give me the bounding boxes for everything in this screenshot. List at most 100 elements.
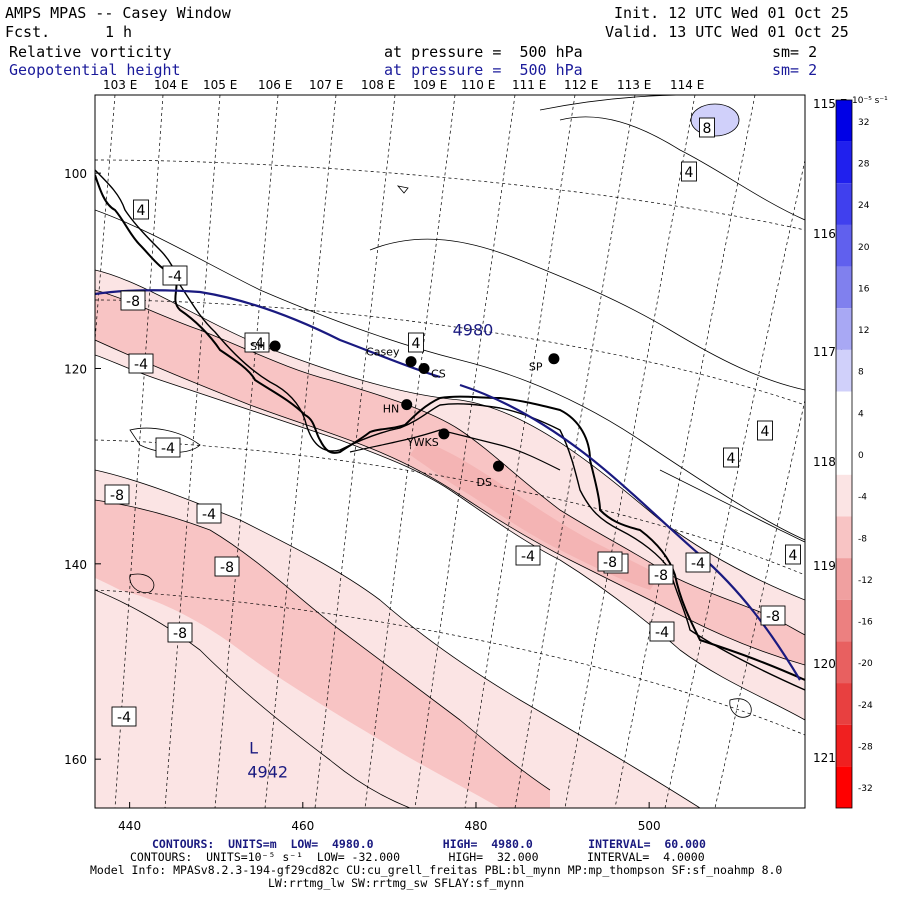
x-tick-label: 440 [118, 819, 141, 833]
valid-time: Valid. 13 UTC Wed 01 Oct 25 [605, 23, 849, 41]
colorbar-level-label: -32 [858, 784, 873, 794]
colorbar-swatch [836, 474, 852, 517]
contours-height-info: CONTOURS: UNITS=m LOW= 4980.0 HIGH= 4980… [152, 837, 706, 851]
colorbar-level-label: -8 [858, 534, 867, 544]
colorbar-level-label: 20 [858, 243, 870, 253]
colorbar-swatch [836, 558, 852, 600]
vorticity-label: -8 [603, 555, 617, 571]
colorbar-level-label: -16 [858, 618, 873, 628]
vorticity-label-box [155, 437, 181, 458]
colorbar-swatch [836, 349, 852, 392]
colorbar-level-label: -20 [858, 659, 873, 669]
vorticity-label-box [133, 199, 149, 220]
field1-name: Relative vorticity [9, 43, 172, 61]
colorbar-level-label: -28 [858, 743, 873, 753]
station-dot [492, 460, 504, 472]
station-label: DS [476, 476, 491, 489]
vorticity-label-box [681, 161, 697, 182]
vorticity-label-box [757, 420, 773, 441]
colorbar-swatch [836, 766, 852, 808]
vorticity-label: -8 [220, 560, 234, 576]
map-content: 844-4-8-4-44-444-4-8-4-8-4-8-4-8-44-8-4-… [95, 95, 805, 808]
vorticity-label: -4 [521, 549, 535, 565]
top-lon-label: 112 E [564, 78, 598, 92]
station-label: Casey [366, 346, 400, 359]
vorticity-label-box [699, 117, 715, 138]
top-lon-label: 107 E [309, 78, 343, 92]
y-tick-label: 140 [64, 558, 87, 572]
station-label: HN [383, 403, 400, 416]
top-lon-label: 114 E [670, 78, 704, 92]
field2-name: Geopotential height [9, 61, 181, 79]
vorticity-label-box [408, 332, 424, 353]
top-lon-label: 111 E [512, 78, 546, 92]
colorbar-level-label: 8 [858, 368, 864, 378]
vorticity-label-box [760, 605, 786, 626]
vorticity-label: 4 [685, 165, 694, 181]
colorbar-level-label: -4 [858, 493, 867, 503]
top-lon-label: 108 E [361, 78, 395, 92]
model-info: Model Info: MPASv8.2.3-194-gf29cd82c CU:… [90, 863, 783, 877]
colorbar-swatch [836, 391, 852, 434]
vorticity-label: -4 [168, 269, 182, 285]
top-lon-label: 106 E [258, 78, 292, 92]
height-label: 4980 [453, 320, 494, 339]
vorticity-label: 4 [412, 336, 421, 352]
colorbar: 32 28 24 20 16 12 8 4 0 -4 -8 -12 -16 -20 -24 -28 -32 [835, 99, 873, 809]
vorticity-label: -4 [117, 710, 131, 726]
station-label: SP [529, 361, 543, 374]
station-label: YWKS [406, 436, 439, 449]
colorbar-swatch [836, 141, 852, 184]
y-tick-label: 120 [64, 362, 87, 376]
vorticity-label-box [196, 503, 222, 524]
vorticity-label-box [162, 265, 188, 286]
init-time: Init. 12 UTC Wed 01 Oct 25 [614, 4, 849, 22]
vorticity-label: -4 [202, 507, 216, 523]
fcst-label: Fcst. [5, 23, 51, 41]
x-tick-label: 500 [638, 819, 661, 833]
vorticity-label-box [685, 552, 711, 573]
height-labels: 4980 L 4942 [247, 320, 493, 781]
vorticity-label: -4 [161, 441, 175, 457]
vorticity-label-box [515, 545, 541, 566]
colorbar-swatch [836, 683, 852, 725]
ice-shelf-edge [349, 429, 561, 471]
colorbar-frame [835, 99, 853, 809]
vorticity-label: -8 [110, 488, 124, 504]
vorticity-label-box [120, 290, 146, 311]
vorticity-labels: 844-4-8-4-44-444-4-8-4-8-4-8-4-8-44-8-4-… [104, 117, 801, 727]
colorbar-level-label: 32 [858, 118, 869, 128]
vorticity-label: 4 [789, 548, 798, 564]
y-tick-label: 100 [64, 167, 87, 181]
plot-frame [94, 94, 806, 809]
top-lon-label: 103 E [103, 78, 137, 92]
contours-vorticity-info: CONTOURS: UNITS=10⁻⁵ s⁻¹ LOW= -32.000 HI… [130, 850, 705, 864]
colorbar-swatch [836, 433, 852, 475]
vorticity-label-box [167, 622, 193, 643]
colorbar-swatch [836, 183, 852, 225]
colorbar-swatch [836, 308, 852, 350]
vorticity-label: -4 [250, 336, 264, 352]
colorbar-level-label: 12 [858, 326, 869, 336]
colorbar-swatch [836, 224, 852, 267]
field1-level: at pressure = 500 hPa [384, 43, 583, 61]
station-dot [438, 428, 450, 440]
vorticity-label: -4 [134, 357, 148, 373]
model-info-radiation: LW:rrtmg_lw SW:rrtmg_sw SFLAY:sf_mynn [268, 876, 525, 890]
vorticity-label-box [214, 556, 240, 577]
vorticity-label-box [128, 353, 154, 374]
station-label: CS [431, 367, 446, 380]
colorbar-level-label: -12 [858, 576, 873, 586]
colorbar-level-label: 4 [858, 409, 864, 419]
colorbar-swatch [836, 100, 852, 142]
top-lon-label: 109 E [413, 78, 447, 92]
vorticity-label: -4 [655, 625, 669, 641]
field1-smoothing: sm= 2 [772, 43, 818, 61]
colorbar-level-label: 0 [858, 451, 864, 461]
colorbar-swatch [836, 266, 852, 309]
vorticity-label: 4 [761, 424, 770, 440]
vorticity-label: -8 [126, 294, 140, 310]
vorticity-label-box [597, 551, 623, 572]
vorticity-label-box [104, 484, 130, 505]
colorbar-swatch [836, 599, 852, 642]
